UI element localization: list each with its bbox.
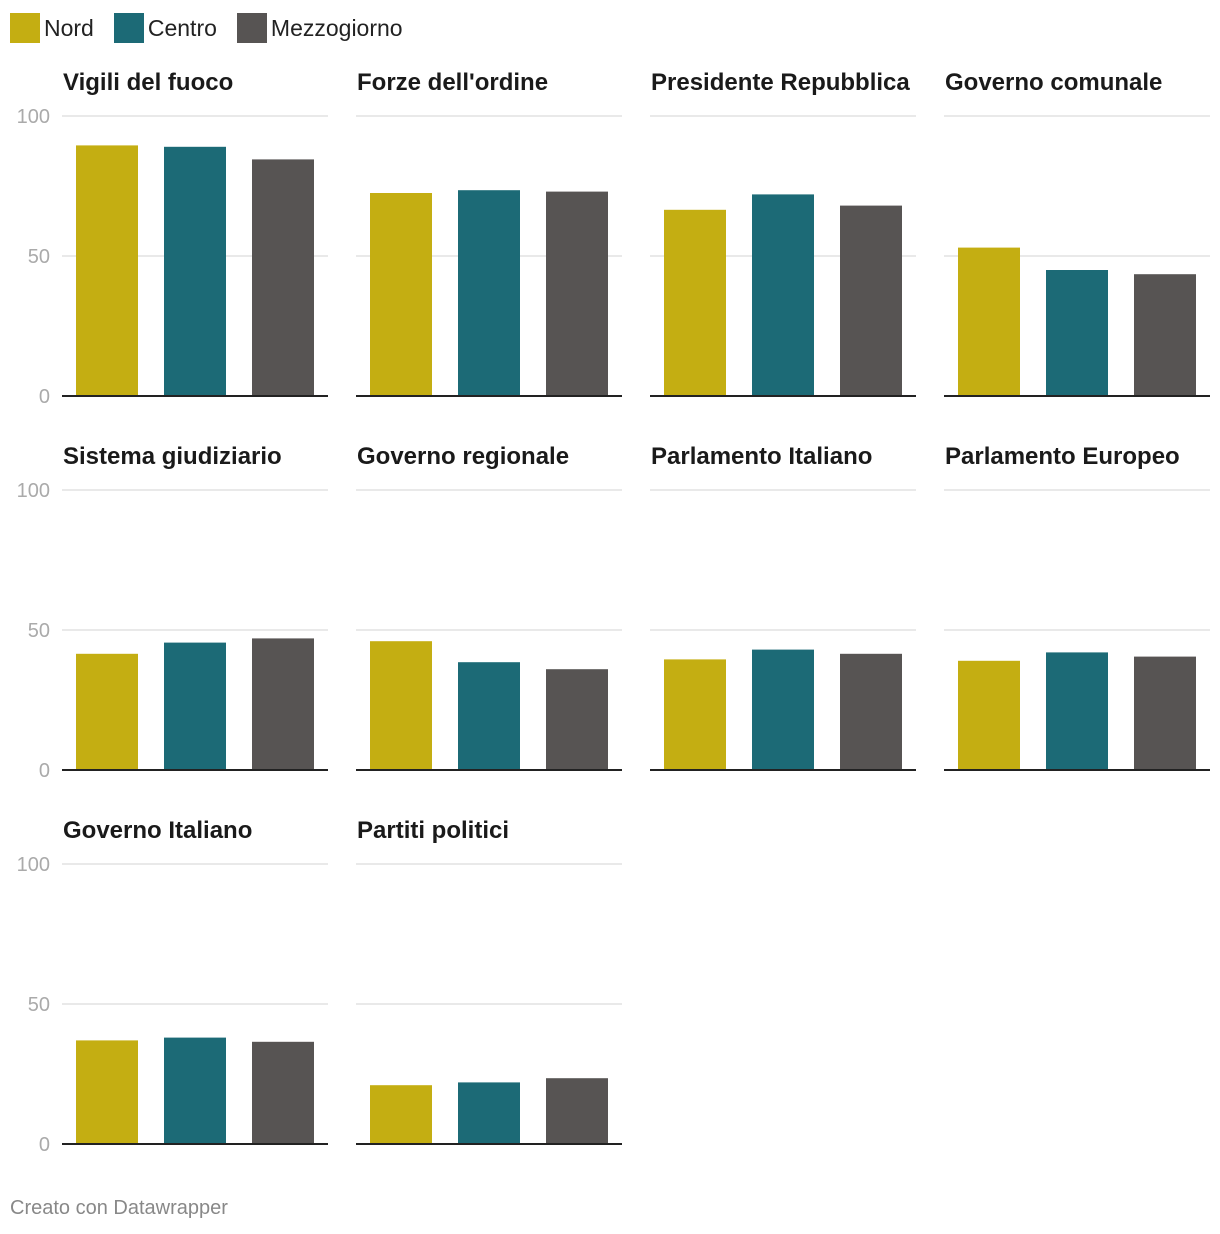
bar-mezzogiorno[interactable]: [840, 205, 902, 396]
bar-mezzogiorno[interactable]: [546, 1078, 608, 1144]
bar-centro[interactable]: [164, 146, 226, 396]
legend-label-mezzogiorno: Mezzogiorno: [270, 14, 403, 41]
legend-swatch-nord: [10, 13, 40, 43]
legend: Nord Centro Mezzogiorno: [10, 12, 423, 44]
bar-centro[interactable]: [1046, 652, 1108, 770]
panel-title: Governo Italiano: [63, 817, 252, 844]
bar-mezzogiorno[interactable]: [1134, 274, 1196, 396]
panel-governo-regionale: Governo regionale: [356, 443, 622, 771]
bar-centro[interactable]: [458, 662, 520, 770]
bar-nord[interactable]: [76, 1040, 138, 1144]
panel-title: Parlamento Italiano: [651, 443, 872, 470]
bar-centro[interactable]: [458, 1082, 520, 1144]
footer-credit: Creato con Datawrapper: [10, 1197, 228, 1219]
bar-centro[interactable]: [1046, 270, 1108, 396]
bar-nord[interactable]: [370, 1085, 432, 1144]
panel-presidente-repubblica: Presidente Repubblica: [650, 69, 916, 397]
bar-nord[interactable]: [370, 641, 432, 770]
panel-sistema-giudiziario: Sistema giudiziario 0 50 100: [17, 443, 328, 782]
legend-item-centro[interactable]: Centro: [113, 13, 217, 43]
y-tick-label-0: 0: [39, 1134, 50, 1156]
bar-mezzogiorno[interactable]: [546, 669, 608, 770]
panel-governo-comunale: Governo comunale: [944, 69, 1210, 397]
y-tick-label-0: 0: [39, 760, 50, 782]
bar-centro[interactable]: [164, 642, 226, 770]
bar-mezzogiorno[interactable]: [252, 159, 314, 396]
bar-nord[interactable]: [370, 193, 432, 396]
legend-item-mezzogiorno[interactable]: Mezzogiorno: [236, 13, 403, 43]
y-tick-label-50: 50: [28, 246, 50, 268]
panel-title: Partiti politici: [357, 817, 509, 844]
panel-title: Parlamento Europeo: [945, 443, 1180, 470]
legend-label-centro: Centro: [147, 14, 217, 41]
panel-parlamento-italiano: Parlamento Italiano: [650, 443, 916, 771]
bar-nord[interactable]: [76, 653, 138, 770]
legend-swatch-mezzogiorno: [236, 13, 267, 43]
bar-nord[interactable]: [664, 659, 726, 770]
bar-centro[interactable]: [164, 1037, 226, 1144]
bar-nord[interactable]: [76, 145, 138, 396]
y-tick-label-100: 100: [17, 480, 50, 502]
y-tick-label-50: 50: [28, 620, 50, 642]
panel-vigili-del-fuoco: Vigili del fuoco 0 50 100: [17, 69, 328, 408]
y-tick-label-100: 100: [17, 106, 50, 128]
legend-swatch-centro: [113, 13, 144, 43]
bar-centro[interactable]: [752, 649, 814, 770]
panel-title: Forze dell'ordine: [357, 69, 548, 96]
y-tick-label-50: 50: [28, 994, 50, 1016]
panel-title: Governo comunale: [945, 69, 1162, 96]
bar-centro[interactable]: [458, 190, 520, 396]
panel-parlamento-europeo: Parlamento Europeo: [944, 443, 1210, 771]
legend-item-nord[interactable]: Nord: [10, 13, 94, 43]
panel-partiti-politici: Partiti politici: [356, 817, 622, 1145]
y-tick-label-100: 100: [17, 854, 50, 876]
bar-nord[interactable]: [958, 660, 1020, 770]
panel-title: Vigili del fuoco: [63, 69, 233, 96]
legend-label-nord: Nord: [44, 14, 94, 41]
y-tick-label-0: 0: [39, 386, 50, 408]
bar-mezzogiorno[interactable]: [252, 1041, 314, 1144]
bar-mezzogiorno[interactable]: [840, 653, 902, 770]
panel-title: Sistema giudiziario: [63, 443, 282, 470]
panel-title: Presidente Repubblica: [651, 69, 910, 96]
bar-mezzogiorno[interactable]: [1134, 656, 1196, 770]
bar-centro[interactable]: [752, 194, 814, 396]
bar-mezzogiorno[interactable]: [252, 638, 314, 770]
panel-forze-dell-ordine: Forze dell'ordine: [356, 69, 622, 397]
panel-title: Governo regionale: [357, 443, 569, 470]
bar-mezzogiorno[interactable]: [546, 191, 608, 396]
bar-nord[interactable]: [664, 209, 726, 396]
bar-nord[interactable]: [958, 247, 1020, 396]
panel-governo-italiano: Governo Italiano 0 50 100: [17, 817, 328, 1156]
